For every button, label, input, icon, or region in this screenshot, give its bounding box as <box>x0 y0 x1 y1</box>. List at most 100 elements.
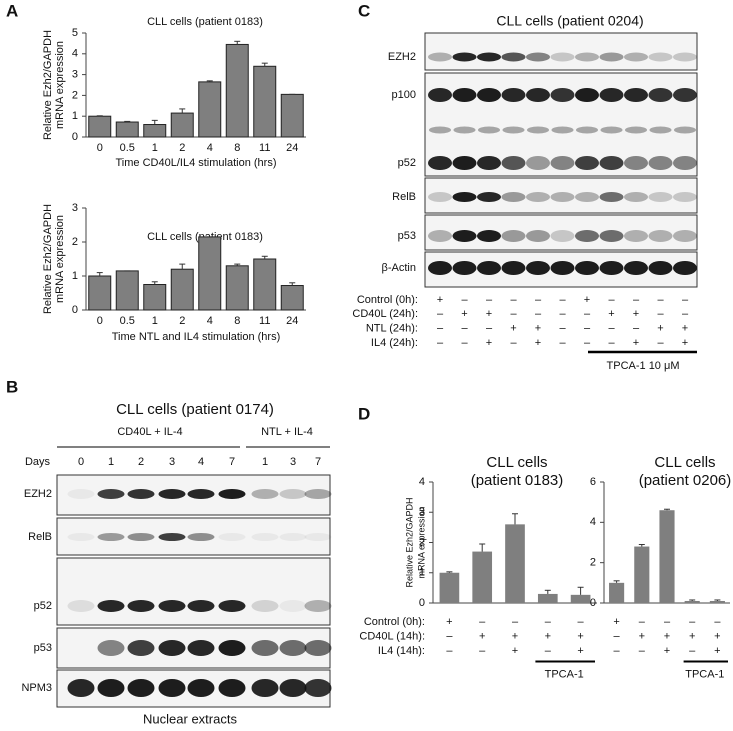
blot-band <box>218 640 246 656</box>
blot-band <box>477 261 501 275</box>
condition-sign: – <box>559 323 566 335</box>
blot-band <box>304 533 332 541</box>
blot-band <box>251 679 279 697</box>
condition-sign: + <box>613 616 619 628</box>
blot-band <box>526 261 550 275</box>
blot-band <box>648 230 673 242</box>
condition-sign: – <box>682 308 689 320</box>
y-tick-label: 2 <box>590 557 596 569</box>
blot-band <box>452 230 477 242</box>
lane-label: 7 <box>229 456 235 468</box>
condition-sign: + <box>657 323 663 335</box>
blot-band <box>599 261 624 275</box>
blot-band <box>452 261 477 275</box>
condition-label: IL4 (14h): <box>378 645 425 657</box>
blot-band <box>67 489 95 499</box>
blot-band <box>428 230 452 242</box>
condition-sign: + <box>682 337 688 349</box>
blot-band <box>674 126 696 134</box>
condition-sign: – <box>559 308 566 320</box>
x-tick-label: 1 <box>152 315 158 327</box>
condition-sign: + <box>446 616 452 628</box>
condition-sign: – <box>559 337 566 349</box>
bar <box>253 258 277 311</box>
condition-sign: – <box>633 294 640 306</box>
condition-sign: – <box>689 616 696 628</box>
row-label: p53 <box>34 642 52 654</box>
x-axis-label: Time NTL and IL4 stimulation (hrs) <box>112 331 281 343</box>
row-label: p53 <box>398 230 416 242</box>
x-tick-label: 4 <box>207 315 213 327</box>
blot-title: CLL cells (patient 0204) <box>496 13 643 29</box>
condition-sign: + <box>535 323 541 335</box>
condition-sign: – <box>510 337 517 349</box>
condition-sign: + <box>479 630 485 642</box>
lane-label: 7 <box>315 456 321 468</box>
blot-band <box>599 192 624 202</box>
y-tick-label: 4 <box>419 476 425 488</box>
x-tick-label: 0 <box>97 142 103 154</box>
bar <box>88 275 112 311</box>
blot-band <box>452 156 477 170</box>
y-tick-label: 4 <box>590 516 596 528</box>
lane-header: Days <box>25 456 51 468</box>
condition-sign: – <box>608 337 615 349</box>
y-tick-label: 2 <box>419 536 425 548</box>
bar <box>143 284 167 311</box>
blot-band <box>624 156 648 170</box>
lane-label: 0 <box>78 456 84 468</box>
y-tick-label: 2 <box>72 89 78 101</box>
x-tick-label: 0 <box>97 315 103 327</box>
row-label: β-Actin <box>382 262 416 274</box>
chart-title: (patient 0183) <box>471 472 564 489</box>
lane-label: 3 <box>290 456 296 468</box>
condition-sign: – <box>461 323 468 335</box>
blot-band <box>187 679 215 697</box>
blot-band <box>428 261 452 275</box>
blot-band <box>599 230 624 242</box>
blot-band <box>624 230 648 242</box>
blot-band <box>550 261 575 275</box>
blot-band <box>501 230 526 242</box>
condition-sign: + <box>689 630 695 642</box>
blot-band <box>429 126 451 134</box>
blot-band <box>625 126 647 134</box>
blot-band <box>599 52 624 62</box>
condition-sign: – <box>584 308 591 320</box>
blot-band <box>575 88 599 102</box>
blot-band <box>67 533 95 541</box>
condition-sign: – <box>584 337 591 349</box>
bar <box>537 593 558 603</box>
blot-band <box>304 679 332 697</box>
lane-label: 1 <box>108 456 114 468</box>
condition-sign: – <box>545 616 552 628</box>
y-axis-label: mRNA expression <box>54 215 66 303</box>
blot-band <box>550 230 575 242</box>
y-tick-label: 0 <box>590 597 596 609</box>
blot-band <box>428 52 452 62</box>
condition-label: CD40L (14h): <box>359 630 425 642</box>
condition-sign: + <box>584 294 590 306</box>
bar <box>634 546 650 603</box>
blot-band <box>304 600 332 612</box>
blot-band <box>428 156 452 170</box>
y-axis-label: mRNA expression <box>416 506 426 578</box>
blot-band <box>218 600 246 612</box>
row-label: EZH2 <box>24 488 52 500</box>
condition-sign: – <box>657 294 664 306</box>
y-tick-label: 0 <box>72 131 78 143</box>
condition-sign: – <box>608 294 615 306</box>
bar <box>198 236 222 311</box>
condition-sign: + <box>512 630 518 642</box>
blot-band <box>67 600 95 612</box>
blot-band <box>67 679 95 697</box>
blot-band <box>158 640 186 656</box>
condition-sign: + <box>577 645 583 657</box>
blot-band <box>158 600 186 612</box>
blot-band <box>673 88 697 102</box>
condition-sign: + <box>639 630 645 642</box>
group-label: CD40L + IL-4 <box>117 426 182 438</box>
condition-sign: – <box>578 616 585 628</box>
condition-sign: + <box>437 294 443 306</box>
bar <box>570 594 591 603</box>
